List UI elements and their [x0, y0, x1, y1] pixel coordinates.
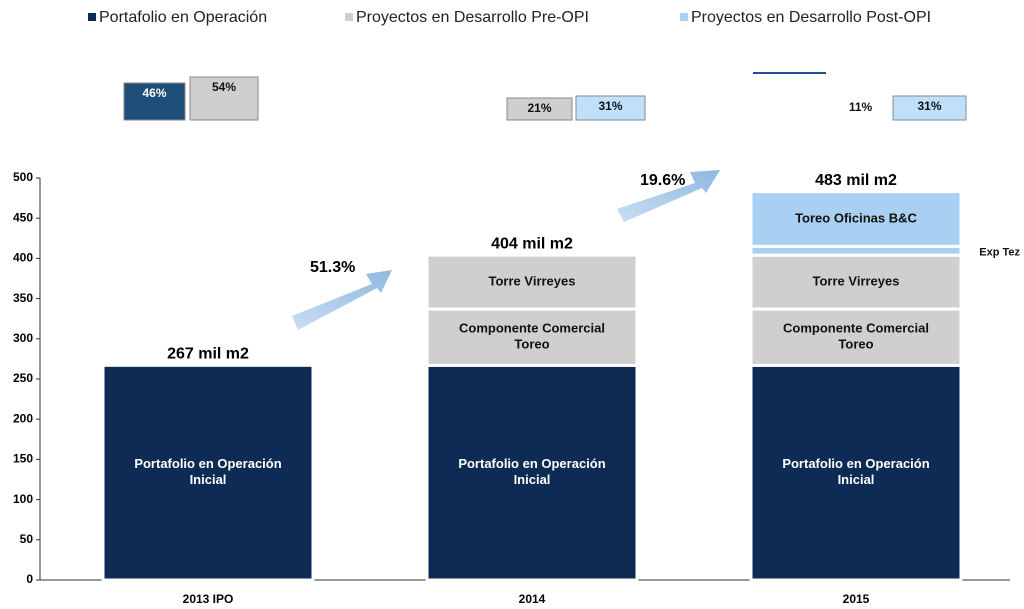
- y-tick-label: 100: [13, 492, 33, 506]
- y-tick-label: 200: [13, 411, 33, 425]
- segment-label: Torre Virreyes: [489, 274, 576, 289]
- total-label: 483 mil m2: [815, 172, 897, 189]
- share-label: 21%: [527, 101, 551, 115]
- segment-label: Toreo: [514, 337, 549, 352]
- bar-segment: [425, 253, 639, 311]
- segment-label: Torre Virreyes: [813, 274, 900, 289]
- bar-segment: [425, 307, 639, 367]
- share-box: [123, 82, 186, 121]
- share-box: [506, 97, 573, 121]
- segment-label: Componente Comercial: [783, 321, 929, 336]
- growth-label: 51.3%: [310, 259, 355, 276]
- bar-segment: [101, 363, 315, 582]
- segment-label: Componente Comercial: [459, 321, 605, 336]
- segment-label: Toreo: [838, 337, 873, 352]
- y-tick-label: 250: [13, 371, 33, 385]
- total-label: 404 mil m2: [491, 235, 573, 252]
- segment-label: Portafolio en Operación: [134, 456, 281, 471]
- y-tick-label: 150: [13, 452, 33, 466]
- segment-label: Exp Tez: [979, 247, 1020, 259]
- x-tick-label: 2013 IPO: [183, 592, 234, 606]
- legend-marker: [680, 13, 688, 21]
- legend-marker: [345, 13, 353, 21]
- share-label: 46%: [142, 86, 166, 100]
- segment-label: Inicial: [190, 472, 227, 487]
- share-label: 31%: [917, 99, 941, 113]
- segment-label: Portafolio en Operación: [782, 456, 929, 471]
- share-label: 54%: [212, 80, 236, 94]
- share-box: [892, 95, 967, 121]
- bar-segment: [749, 307, 963, 367]
- y-tick-label: 50: [20, 532, 34, 546]
- legend-label: Proyectos en Desarrollo Pre-OPI: [356, 9, 589, 26]
- growth-arrow: [292, 270, 392, 330]
- bar-segment: [749, 190, 963, 248]
- segment-label: Inicial: [514, 472, 551, 487]
- legend-label: Portafolio en Operación: [99, 9, 267, 26]
- x-tick-label: 2014: [519, 592, 546, 606]
- y-tick-label: 350: [13, 291, 33, 305]
- segment-label: Portafolio en Operación: [458, 456, 605, 471]
- y-tick-label: 400: [13, 251, 33, 265]
- segment-label: Toreo Oficinas B&C: [795, 210, 917, 225]
- y-tick-label: 500: [13, 170, 33, 184]
- legend-label: Proyectos en Desarrollo Post-OPI: [691, 9, 931, 26]
- bar-segment: [749, 363, 963, 582]
- share-label: 31%: [598, 99, 622, 113]
- growth-arrow: [617, 170, 720, 222]
- y-tick-label: 300: [13, 331, 33, 345]
- x-tick-label: 2015: [843, 592, 870, 606]
- y-tick-label: 450: [13, 210, 33, 224]
- share-label: 11%: [849, 100, 873, 114]
- share-box: [189, 76, 259, 121]
- growth-label: 19.6%: [640, 172, 685, 189]
- legend-marker: [88, 13, 96, 21]
- share-box: [575, 95, 646, 121]
- total-label: 267 mil m2: [167, 346, 249, 363]
- segment-label: Inicial: [838, 472, 875, 487]
- y-tick-label: 0: [26, 572, 33, 586]
